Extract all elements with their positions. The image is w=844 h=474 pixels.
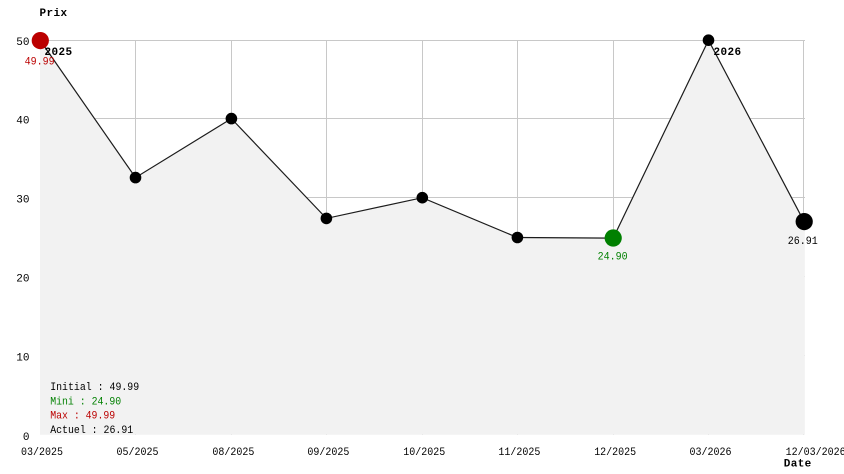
svg-text:26.91: 26.91 <box>788 236 818 248</box>
svg-text:05/2025: 05/2025 <box>117 447 159 459</box>
svg-text:2025: 2025 <box>45 47 73 59</box>
svg-text:24.90: 24.90 <box>598 251 628 263</box>
svg-text:40: 40 <box>16 115 29 127</box>
svg-text:08/2025: 08/2025 <box>212 447 254 459</box>
svg-text:Date: Date <box>784 459 812 471</box>
svg-text:10/2025: 10/2025 <box>403 447 445 459</box>
svg-text:03/2026: 03/2026 <box>690 447 732 459</box>
svg-text:Max : 49.99: Max : 49.99 <box>50 411 115 423</box>
svg-text:Actuel : 26.91: Actuel : 26.91 <box>50 425 133 437</box>
svg-text:Initial : 49.99: Initial : 49.99 <box>50 382 139 394</box>
svg-text:49.99: 49.99 <box>25 57 55 69</box>
svg-text:10: 10 <box>16 352 29 364</box>
svg-text:03/2025: 03/2025 <box>21 447 63 459</box>
svg-text:0: 0 <box>23 432 30 444</box>
svg-text:2026: 2026 <box>714 47 742 59</box>
svg-text:30: 30 <box>16 194 29 206</box>
svg-text:Prix: Prix <box>40 8 68 20</box>
svg-text:12/2025: 12/2025 <box>594 447 636 459</box>
svg-text:12/03/2026: 12/03/2026 <box>786 447 844 459</box>
svg-text:09/2025: 09/2025 <box>307 447 349 459</box>
svg-text:11/2025: 11/2025 <box>498 447 540 459</box>
svg-text:Mini : 24.90: Mini : 24.90 <box>50 396 121 408</box>
svg-text:20: 20 <box>16 273 29 285</box>
svg-text:50: 50 <box>16 37 29 49</box>
